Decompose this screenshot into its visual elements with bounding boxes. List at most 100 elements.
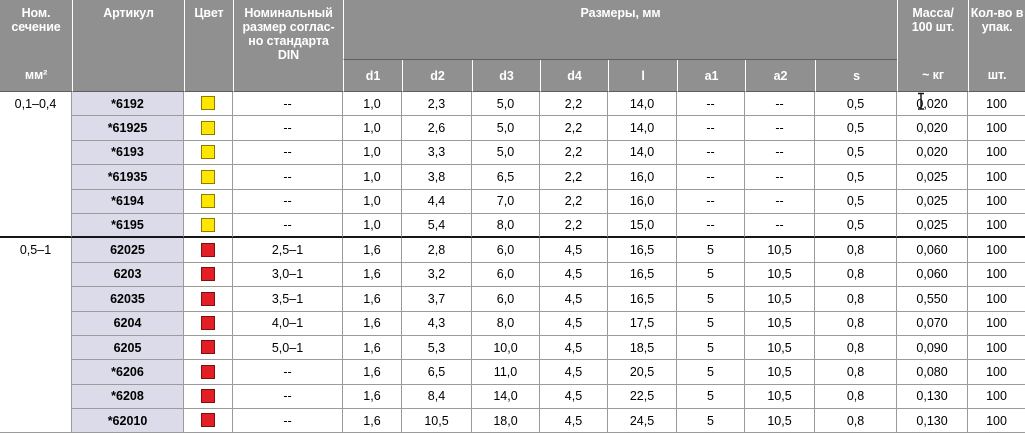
qty-cell: 100 (968, 335, 1025, 361)
qty-cell: 100 (968, 116, 1025, 141)
yellow-color-swatch (201, 169, 215, 184)
d4-cell: 2,2 (540, 92, 608, 117)
qty-cell: 100 (968, 287, 1025, 312)
a2-cell: 10,5 (745, 287, 815, 312)
col-header-din-label: Номинальный размер соглас- но стандарта … (242, 6, 335, 62)
a1-cell: 5 (677, 384, 745, 410)
yellow-color-swatch (201, 96, 215, 111)
a2-cell: 10,5 (745, 409, 815, 434)
table-row: *6206 -- 1,6 6,5 11,0 4,5 20,5 5 10,5 0,8 0,080 100 (0, 360, 1025, 385)
d2-cell: 2,3 (402, 92, 472, 117)
din-cell: -- (233, 140, 343, 166)
qty-cell: 100 (968, 238, 1025, 263)
d2-cell: 4,4 (402, 189, 472, 214)
a2-cell: -- (745, 213, 815, 239)
table-row: *6195 -- 1,0 5,4 8,0 2,2 15,0 -- -- 0,5 0,025 100 (0, 213, 1025, 239)
qty-cell: 100 (968, 165, 1025, 190)
qty-cell: 100 (968, 213, 1025, 239)
d2-cell: 8,4 (402, 384, 472, 410)
s-cell: 0,8 (815, 384, 898, 410)
d2-cell: 3,3 (402, 140, 472, 166)
din-cell: -- (233, 384, 343, 410)
d4-cell: 4,5 (540, 287, 608, 312)
s-cell: 0,8 (815, 238, 898, 263)
d4-cell: 4,5 (540, 384, 608, 410)
d4-cell: 4,5 (540, 238, 608, 263)
yellow-color-swatch (201, 145, 215, 160)
qty-cell: 100 (968, 92, 1025, 117)
a2-cell: -- (745, 116, 815, 141)
l-cell: 18,5 (608, 335, 677, 361)
d3-cell: 6,0 (472, 262, 540, 288)
d3-cell: 10,0 (472, 335, 540, 361)
color-cell (184, 213, 233, 239)
d2-cell: 3,7 (402, 287, 472, 312)
s-cell: 0,5 (815, 213, 898, 239)
col-subheader-d1: d1 (343, 60, 402, 92)
d3-cell: 18,0 (472, 409, 540, 434)
red-color-swatch (201, 267, 215, 282)
d2-cell: 4,3 (402, 311, 472, 336)
color-cell (184, 262, 233, 288)
color-cell (184, 189, 233, 214)
mass-cell: 0,025 (897, 165, 969, 190)
l-cell: 16,5 (608, 238, 677, 263)
article-cell: 6204 (72, 311, 184, 336)
d3-cell: 6,0 (472, 287, 540, 312)
d3-cell: 11,0 (472, 360, 540, 385)
col-header-sizes: Размеры, мм (343, 0, 898, 60)
a1-cell: 5 (677, 335, 745, 361)
d2-cell: 10,5 (402, 409, 472, 434)
table-row: *61935 -- 1,0 3,8 6,5 2,2 16,0 -- -- 0,5 0,025 100 (0, 165, 1025, 190)
header-row-main: Ном. сечение мм² Артикул Цвет Номинальны… (0, 0, 1025, 92)
d4-cell: 2,2 (540, 140, 608, 166)
article-cell: 62025 (72, 238, 184, 263)
table-body: 0,1–0,4 *6192 -- 1,0 2,3 5,0 2,2 14,0 -- -- 0,5 0,0… (0, 92, 1025, 434)
l-cell: 16,5 (608, 262, 677, 288)
col-header-mass-unit: ~ кг (922, 68, 944, 82)
l-cell: 17,5 (608, 311, 677, 336)
table-row: 6203 3,0–1 1,6 3,2 6,0 4,5 16,5 5 10,5 0,8 0,060 10… (0, 262, 1025, 288)
d2-cell: 3,8 (402, 165, 472, 190)
article-cell: 6205 (72, 335, 184, 361)
din-cell: -- (233, 165, 343, 190)
a1-cell: 5 (677, 311, 745, 336)
col-subheader-s: s (815, 60, 898, 92)
a2-cell: 10,5 (745, 311, 815, 336)
d3-cell: 6,5 (472, 165, 540, 190)
s-cell: 0,5 (815, 92, 898, 117)
d2-cell: 5,4 (402, 213, 472, 239)
din-cell: -- (233, 409, 343, 434)
mass-cell: 0,060 (897, 262, 969, 288)
a1-cell: 5 (677, 360, 745, 385)
table-row: *61925 -- 1,0 2,6 5,0 2,2 14,0 -- -- 0,5 0,020 100 (0, 116, 1025, 141)
d2-cell: 2,6 (402, 116, 472, 141)
l-cell: 24,5 (608, 409, 677, 434)
table-row: 0,5–1 62025 2,5–1 1,6 2,8 6,0 4,5 16,5 5 10,5 0,8 0… (0, 238, 1025, 434)
s-cell: 0,5 (815, 116, 898, 141)
section-cell: 0,5–1 (0, 238, 72, 434)
din-cell: -- (233, 189, 343, 214)
d1-cell: 1,0 (343, 189, 402, 214)
col-header-din: Номинальный размер соглас- но стандарта … (233, 0, 343, 92)
col-subheader-a2: a2 (745, 60, 815, 92)
article-cell: *6192 (72, 92, 184, 117)
article-cell: *61935 (72, 165, 184, 190)
qty-cell: 100 (968, 384, 1025, 410)
article-cell: 6203 (72, 262, 184, 288)
s-cell: 0,8 (815, 287, 898, 312)
mass-cell: 0,130 (897, 409, 969, 434)
col-subheader-d3: d3 (472, 60, 540, 92)
col-header-article: Артикул (72, 0, 184, 92)
qty-cell: 100 (968, 140, 1025, 166)
article-cell: *6208 (72, 384, 184, 410)
d4-cell: 4,5 (540, 360, 608, 385)
d1-cell: 1,0 (343, 213, 402, 239)
l-cell: 14,0 (608, 92, 677, 117)
l-cell: 16,5 (608, 287, 677, 312)
a2-cell: 10,5 (745, 360, 815, 385)
d3-cell: 5,0 (472, 116, 540, 141)
s-cell: 0,8 (815, 311, 898, 336)
col-header-section-label: Ном. сечение (11, 6, 61, 34)
